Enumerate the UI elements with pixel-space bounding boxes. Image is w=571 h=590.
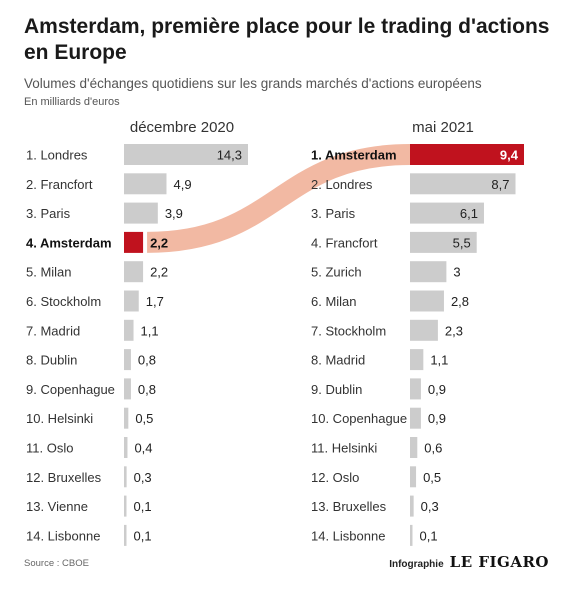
data-bar xyxy=(124,144,248,165)
rank-label: 10. Copenhague xyxy=(311,411,407,426)
rank-label: 14. Lisbonne xyxy=(26,528,100,543)
data-bar xyxy=(410,290,444,312)
data-bar xyxy=(410,524,413,546)
value-label: 2,8 xyxy=(451,294,469,309)
value-label: 0,3 xyxy=(134,470,152,485)
value-label: 3 xyxy=(453,265,460,280)
data-bar xyxy=(124,466,127,488)
data-bar xyxy=(410,378,421,400)
rank-label: 3. Paris xyxy=(26,206,71,221)
credit: Infographie LE FIGARO xyxy=(389,553,549,571)
rank-label: 5. Zurich xyxy=(311,265,362,280)
data-bar xyxy=(124,495,127,517)
value-label: 1,7 xyxy=(146,294,164,309)
value-label: 2,3 xyxy=(445,323,463,338)
column-header-dec2020: décembre 2020 xyxy=(130,119,234,136)
rank-label: 3. Paris xyxy=(311,206,356,221)
rank-label: 1. Londres xyxy=(26,148,88,163)
data-bar xyxy=(410,261,447,283)
value-label: 0,9 xyxy=(428,382,446,397)
rank-label: 1. Amsterdam xyxy=(311,148,397,163)
rank-label: 13. Vienne xyxy=(26,499,88,514)
value-label: 0,5 xyxy=(135,411,153,426)
rank-label: 12. Oslo xyxy=(311,470,359,485)
data-bar xyxy=(124,319,134,341)
data-bar xyxy=(124,407,129,429)
credit-label: Infographie xyxy=(389,559,444,570)
rank-label: 11. Helsinki xyxy=(311,441,377,456)
chart-title: Amsterdam, première place pour le tradin… xyxy=(24,15,550,64)
value-label: 3,9 xyxy=(165,206,183,221)
rank-label: 7. Madrid xyxy=(26,323,80,338)
data-bar xyxy=(124,202,158,224)
value-label: 1,1 xyxy=(141,323,159,338)
rank-label: 11. Oslo xyxy=(26,441,73,456)
value-label: 0,1 xyxy=(134,528,152,543)
data-bar xyxy=(410,231,477,253)
value-label: 5,5 xyxy=(453,235,471,250)
rank-label: 13. Bruxelles xyxy=(311,499,387,514)
rank-label: 2. Londres xyxy=(311,177,373,192)
data-bar xyxy=(410,349,424,371)
data-bar xyxy=(410,202,484,224)
value-label: 0,6 xyxy=(424,441,442,456)
value-label: 8,7 xyxy=(491,177,509,192)
value-label: 4,9 xyxy=(173,177,191,192)
data-bar xyxy=(410,407,421,429)
data-bar xyxy=(124,261,144,283)
value-label: 0,5 xyxy=(423,470,441,485)
unit-label: En milliards d'euros xyxy=(24,96,120,108)
highlight-bar xyxy=(124,231,144,253)
rank-label: 9. Copenhague xyxy=(26,382,115,397)
rank-label: 2. Francfort xyxy=(26,177,93,192)
highlight-bar xyxy=(410,144,524,165)
rank-label: 6. Milan xyxy=(311,294,357,309)
data-bar xyxy=(410,319,438,341)
amsterdam-link-band xyxy=(147,144,411,253)
rank-label: 10. Helsinki xyxy=(26,411,93,426)
rank-label: 8. Dublin xyxy=(26,353,77,368)
value-label: 0,9 xyxy=(428,411,446,426)
value-label: 0,8 xyxy=(138,382,156,397)
rank-label: 12. Bruxelles xyxy=(26,470,102,485)
value-label: 0,1 xyxy=(420,528,438,543)
rank-label: 14. Lisbonne xyxy=(311,528,385,543)
data-bar xyxy=(410,437,418,458)
rank-label: 8. Madrid xyxy=(311,353,365,368)
chart-subtitle: Volumes d'échanges quotidiens sur les gr… xyxy=(24,76,482,91)
column-header-mai2021: mai 2021 xyxy=(412,119,474,136)
data-bar xyxy=(124,349,131,371)
value-label: 6,1 xyxy=(460,206,478,221)
data-bar xyxy=(410,495,414,517)
rank-label: 4. Francfort xyxy=(311,235,378,250)
value-label: 14,3 xyxy=(217,148,242,163)
data-bar xyxy=(410,173,516,195)
value-label: 0,3 xyxy=(421,499,439,514)
rank-label: 5. Milan xyxy=(26,265,72,280)
value-label: 2,2 xyxy=(150,235,168,250)
rank-label: 7. Stockholm xyxy=(311,323,386,338)
data-bar xyxy=(124,378,131,400)
value-label: 0,1 xyxy=(134,499,152,514)
source-note: Source : CBOE xyxy=(24,558,89,569)
data-bar xyxy=(124,173,167,195)
data-bar xyxy=(124,290,139,312)
rank-label: 6. Stockholm xyxy=(26,294,101,309)
brand-logo: LE FIGARO xyxy=(449,553,549,571)
rank-label: 4. Amsterdam xyxy=(26,235,112,250)
data-bar xyxy=(410,466,417,488)
rank-label: 9. Dublin xyxy=(311,382,362,397)
value-label: 2,2 xyxy=(150,265,168,280)
value-label: 9,4 xyxy=(500,148,519,163)
ranking-chart: décembre 2020 1. Londres 14,3 2. Francfort 4… xyxy=(26,119,524,546)
data-bar xyxy=(124,524,127,546)
value-label: 0,4 xyxy=(134,441,152,456)
value-label: 1,1 xyxy=(430,353,448,368)
value-label: 0,8 xyxy=(138,353,156,368)
data-bar xyxy=(124,437,128,458)
